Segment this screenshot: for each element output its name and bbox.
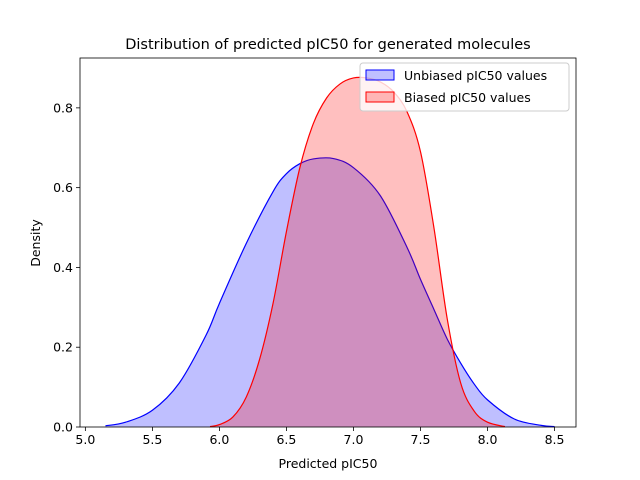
y-tick-label: 0.0 [53, 420, 73, 435]
x-tick-label: 6.0 [209, 432, 229, 447]
chart-title: Distribution of predicted pIC50 for gene… [125, 37, 531, 53]
x-tick-label: 5.0 [75, 432, 95, 447]
series-layer [105, 76, 555, 428]
y-tick-label: 0.4 [53, 260, 73, 275]
x-axis-label: Predicted pIC50 [279, 456, 378, 471]
x-tick-label: 7.5 [411, 432, 431, 447]
y-axis-ticks: 0.0 0.2 0.4 0.6 0.8 [53, 100, 80, 435]
x-tick-label: 7.0 [344, 432, 364, 447]
plot-area-frame [79, 57, 577, 428]
legend-swatch-biased [365, 91, 395, 103]
axes-layer [79, 57, 577, 428]
series-line-unbiased [105, 157, 555, 428]
legend-label-biased: Biased pIC50 values [404, 90, 531, 105]
legend-frame [359, 62, 570, 112]
legend: Unbiased pIC50 values Biased pIC50 value… [359, 62, 570, 112]
y-axis-label: Density [28, 219, 43, 267]
x-axis-ticks: 5.0 5.5 6.0 6.5 7.0 7.5 8.0 8.5 [75, 427, 564, 447]
series-line-biased [209, 76, 506, 428]
series-area-biased [210, 77, 505, 427]
legend-swatch-unbiased [365, 69, 395, 81]
x-tick-label: 6.5 [276, 432, 296, 447]
x-tick-label: 8.0 [478, 432, 498, 447]
legend-label-unbiased: Unbiased pIC50 values [404, 68, 547, 83]
series-area-unbiased [105, 157, 555, 428]
x-tick-label: 5.5 [142, 432, 162, 447]
y-tick-label: 0.8 [53, 100, 73, 115]
x-tick-label: 8.5 [545, 432, 565, 447]
y-tick-label: 0.2 [53, 340, 73, 355]
y-tick-label: 0.6 [53, 180, 73, 195]
